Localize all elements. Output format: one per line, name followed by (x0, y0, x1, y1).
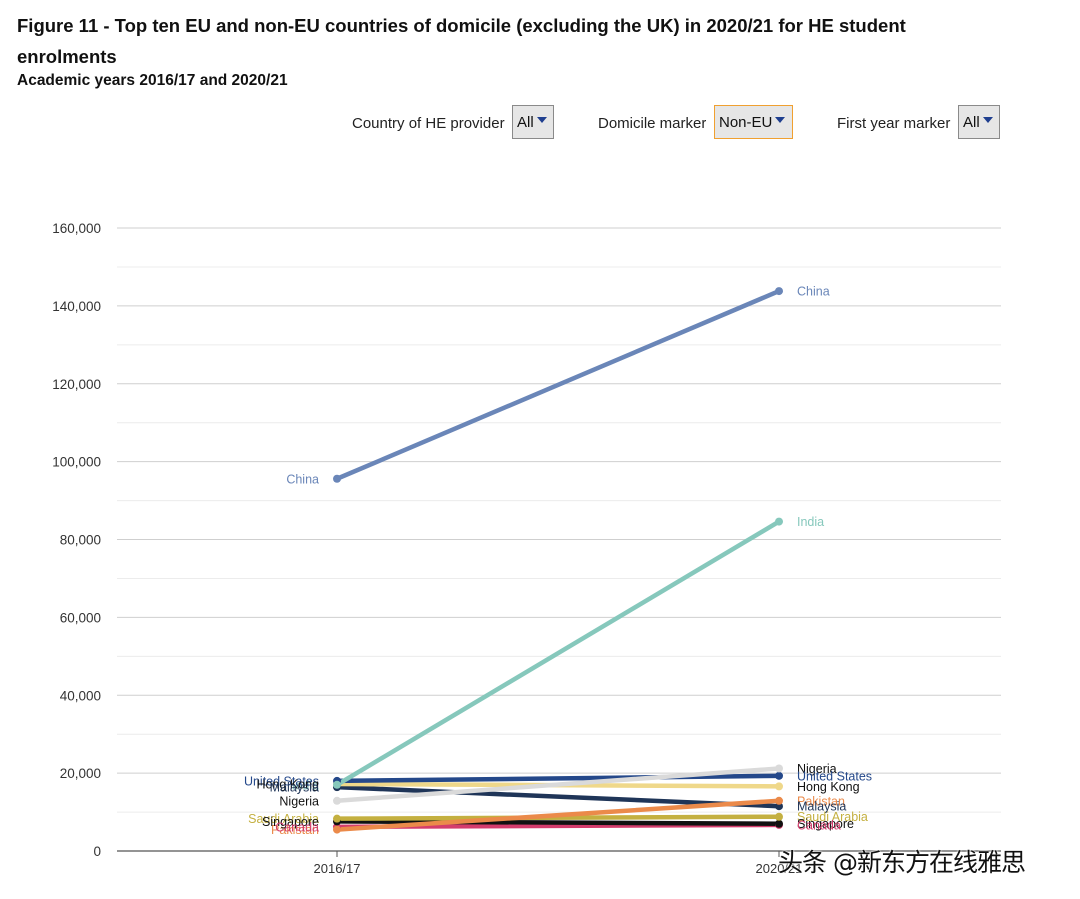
first-year-select-value: All (963, 113, 980, 131)
data-point-pakistan (333, 825, 341, 834)
x-tick-label: 2020/21 (756, 861, 803, 876)
series-label-start-singapore: Singapore (262, 815, 319, 829)
data-point-india (775, 517, 783, 526)
chart-title: Figure 11 - Top ten EU and non-EU countr… (17, 15, 906, 67)
filter-bar: Country of HE provider All Domicile mark… (0, 105, 1080, 141)
series-label-start-china: China (286, 472, 319, 486)
data-point-china (775, 287, 783, 296)
series-label-end-nigeria: Nigeria (797, 762, 837, 776)
data-point-china (333, 474, 341, 483)
series-line-india (334, 519, 782, 788)
series-label-start-pakistan: Pakistan (271, 823, 319, 837)
provider-select-value: All (517, 113, 534, 131)
data-point-saudi-arabia (333, 814, 341, 823)
series-label-end-canada: Canada (797, 818, 841, 832)
series-label-start-malaysia: Malaysia (270, 781, 319, 795)
series-label-end-singapore: Singapore (797, 817, 854, 831)
caret-down-icon (536, 117, 547, 123)
y-tick-label: 20,000 (60, 766, 101, 781)
provider-filter-label: Country of HE provider (352, 115, 505, 132)
domicile-select[interactable]: Non-EU (714, 105, 793, 139)
data-point-saudi-arabia (775, 812, 783, 821)
series-label-start-nigeria: Nigeria (279, 794, 319, 808)
caret-down-icon (775, 117, 786, 123)
series-label-end-pakistan: Pakistan (797, 794, 845, 808)
y-tick-label: 0 (93, 844, 101, 859)
data-point-hong-kong (775, 782, 783, 791)
series-label-end-china: China (797, 285, 830, 299)
data-point-india (333, 780, 341, 789)
first-year-select[interactable]: All (958, 105, 1000, 139)
y-tick-label: 40,000 (60, 688, 101, 703)
domicile-select-value: Non-EU (719, 113, 773, 131)
data-point-pakistan (775, 796, 783, 805)
series-line-united-states (334, 773, 782, 784)
series-label-start-india: India (292, 778, 319, 792)
watermark: 头条 @新东方在线雅思 (778, 848, 1026, 877)
series-line-saudi-arabia (334, 814, 782, 821)
series-label-start-canada: Canada (275, 820, 319, 834)
series-label-start-saudi-arabia: Saudi Arabia (248, 812, 319, 826)
data-point-united-states (775, 771, 783, 780)
y-tick-label: 80,000 (60, 533, 101, 548)
first-year-filter-label: First year marker (837, 115, 951, 132)
series-line-nigeria (334, 766, 782, 804)
data-point-nigeria (333, 796, 341, 805)
series-line-singapore (334, 819, 782, 826)
y-tick-label: 120,000 (52, 377, 101, 392)
x-tick-label: 2016/17 (314, 861, 361, 876)
y-tick-label: 140,000 (52, 299, 101, 314)
provider-select[interactable]: All (512, 105, 554, 139)
y-tick-label: 100,000 (52, 455, 101, 470)
series-label-end-malaysia: Malaysia (797, 800, 846, 814)
domicile-filter-label: Domicile marker (598, 115, 706, 132)
y-tick-label: 160,000 (52, 221, 101, 236)
series-label-end-india: India (797, 515, 824, 529)
data-point-singapore (775, 819, 783, 828)
series-line-china (334, 288, 782, 482)
caret-down-icon (982, 117, 993, 123)
series-label-start-united-states: United States (244, 774, 319, 788)
series-label-end-united-states: United States (797, 769, 872, 783)
series-label-end-hong-kong: Hong Kong (797, 780, 860, 794)
data-point-nigeria (775, 764, 783, 773)
series-label-end-saudi-arabia: Saudi Arabia (797, 810, 868, 824)
y-tick-label: 60,000 (60, 610, 101, 625)
series-label-start-hong-kong: Hong Kong (256, 778, 319, 792)
chart-subtitle: Academic years 2016/17 and 2020/21 (17, 72, 288, 89)
series-line-pakistan (334, 798, 782, 832)
series-line-malaysia (334, 784, 782, 809)
